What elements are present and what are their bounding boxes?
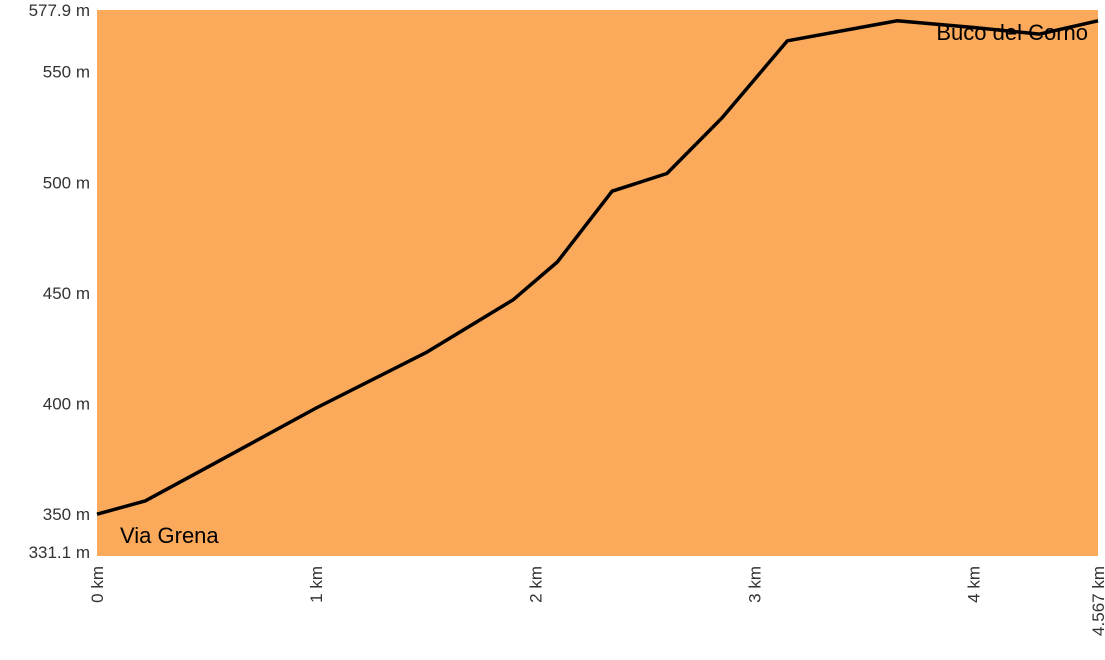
x-tick-label: 1 km (307, 566, 326, 603)
x-tick-label: 2 km (526, 566, 545, 603)
series-layer (96, 19, 1099, 516)
y-tick-label: 500 m (43, 173, 90, 192)
y-axis-ticks: 331.1 m 350 m 400 m 450 m 500 m 550 m 577.9 m (29, 1, 90, 562)
y-tick-label: 550 m (43, 63, 90, 82)
y-tick-label: 577.9 m (29, 1, 90, 20)
x-tick-label: 0 km (88, 566, 107, 603)
x-tick-label: 3 km (746, 566, 765, 603)
y-tick-label: 350 m (43, 505, 90, 524)
elevation-line (96, 19, 1099, 516)
x-axis-ticks: 0 km 1 km 2 km 3 km 4 km 4.567 km (88, 566, 1105, 636)
y-tick-label: 331.1 m (29, 543, 90, 562)
y-tick-label: 400 m (43, 395, 90, 414)
plot-background (97, 10, 1098, 556)
end-label: Buco del Corno (936, 20, 1088, 45)
x-tick-label: 4 km (965, 566, 984, 603)
start-label: Via Grena (120, 523, 219, 548)
x-tick-label: 4.567 km (1089, 566, 1105, 636)
y-tick-label: 450 m (43, 284, 90, 303)
